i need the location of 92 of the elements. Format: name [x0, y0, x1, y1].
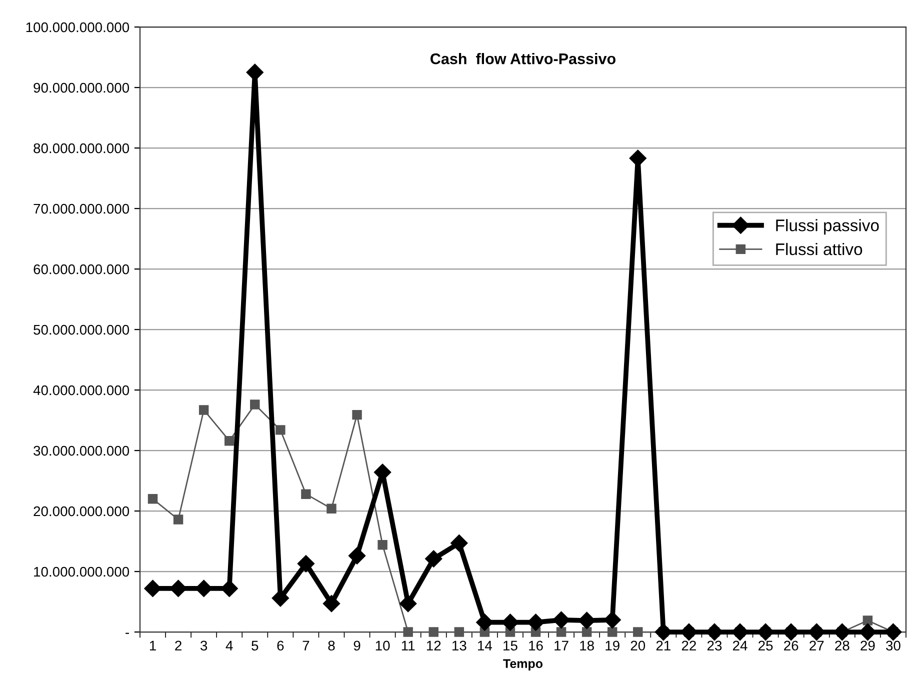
point — [173, 514, 184, 524]
point — [425, 550, 442, 568]
legend-label: Flussi attivo — [776, 242, 862, 256]
x-tick-label: 5 — [252, 640, 258, 651]
x-tick-label: 6 — [277, 640, 284, 651]
y-tick-label: 20.000.000.000 — [34, 506, 130, 516]
x-tick-label: 1 — [150, 640, 156, 650]
point — [378, 540, 388, 550]
point — [808, 623, 826, 641]
legend-label: Flussi passivo — [776, 219, 879, 235]
x-tick-label: 22 — [682, 640, 696, 650]
x-tick-label: 4 — [226, 640, 233, 650]
point — [224, 436, 234, 446]
point — [220, 580, 238, 598]
y-tick-label: 70.000.000.000 — [34, 204, 130, 214]
x-tick-label: 24 — [732, 640, 748, 650]
x-tick-label: 16 — [529, 640, 543, 651]
x-tick-label: 11 — [402, 640, 415, 650]
x-tick-label: 18 — [580, 640, 594, 651]
x-axis-title: Tempo — [503, 659, 543, 671]
x-tick-label: 20 — [630, 640, 646, 651]
x-tick-label: 29 — [860, 640, 875, 651]
point — [552, 611, 570, 628]
x-tick-label: 2 — [175, 640, 182, 650]
point — [706, 623, 724, 641]
point — [556, 627, 566, 637]
point — [276, 425, 286, 435]
x-tick-label: 27 — [810, 640, 824, 650]
point — [400, 595, 417, 612]
point — [654, 623, 672, 641]
x-tick-label: 7 — [302, 640, 310, 650]
y-tick-label: 40.000.000.000 — [33, 385, 130, 396]
point — [246, 64, 264, 81]
point — [454, 627, 464, 637]
y-tick-label: 100.000.000.000 — [26, 22, 130, 32]
point — [198, 405, 209, 415]
point — [250, 400, 260, 410]
point — [195, 580, 212, 598]
x-tick-label: 19 — [606, 640, 620, 651]
x-tick-label: 10 — [376, 640, 390, 651]
point — [326, 504, 336, 514]
point — [629, 150, 646, 167]
point — [301, 489, 311, 499]
x-tick-label: 28 — [835, 640, 850, 651]
x-tick-label: 21 — [656, 640, 670, 650]
point — [527, 614, 544, 631]
y-tick-label: 90.000.000.000 — [34, 82, 130, 93]
point — [348, 547, 366, 564]
y-tick-label: 80.000.000.000 — [34, 143, 130, 154]
point — [322, 595, 340, 612]
point — [731, 623, 749, 641]
x-tick-label: 23 — [707, 640, 722, 651]
y-tick-label: - — [126, 632, 129, 634]
x-tick-label: 3 — [200, 640, 208, 651]
point — [607, 627, 618, 637]
x-tick-label: 13 — [452, 640, 466, 651]
point — [834, 623, 851, 641]
y-tick-label: 10.000.000.000 — [34, 566, 130, 577]
point — [272, 590, 289, 607]
x-tick-label: 9 — [354, 640, 360, 651]
point — [604, 611, 621, 628]
point — [633, 627, 643, 637]
point — [352, 410, 362, 420]
point — [450, 534, 468, 552]
y-tick-label: 30.000.000.000 — [34, 446, 130, 456]
point — [476, 614, 494, 631]
point — [428, 627, 438, 637]
point — [170, 580, 187, 598]
x-tick-label: 17 — [554, 640, 568, 650]
point — [148, 494, 158, 504]
x-tick-label: 12 — [426, 640, 441, 650]
point — [582, 627, 592, 637]
point — [782, 623, 800, 641]
x-tick-label: 8 — [328, 640, 335, 651]
point — [757, 623, 774, 641]
y-tick-label: 60.000.000.000 — [34, 264, 130, 274]
x-tick-label: 14 — [478, 640, 492, 650]
point — [884, 623, 902, 641]
point — [403, 627, 413, 637]
point — [297, 555, 315, 572]
x-tick-label: 15 — [504, 640, 518, 651]
text: Cash flow Attivo-Passivo — [430, 52, 616, 64]
point — [859, 623, 876, 641]
point — [502, 614, 519, 631]
point — [578, 612, 596, 630]
x-tick-label: 30 — [886, 640, 900, 651]
point — [144, 580, 162, 598]
x-tick-label: 26 — [784, 640, 798, 651]
x-tick-label: 25 — [758, 640, 773, 651]
point — [680, 623, 698, 641]
y-tick-label: 50.000.000.000 — [34, 324, 130, 335]
point — [862, 616, 873, 626]
